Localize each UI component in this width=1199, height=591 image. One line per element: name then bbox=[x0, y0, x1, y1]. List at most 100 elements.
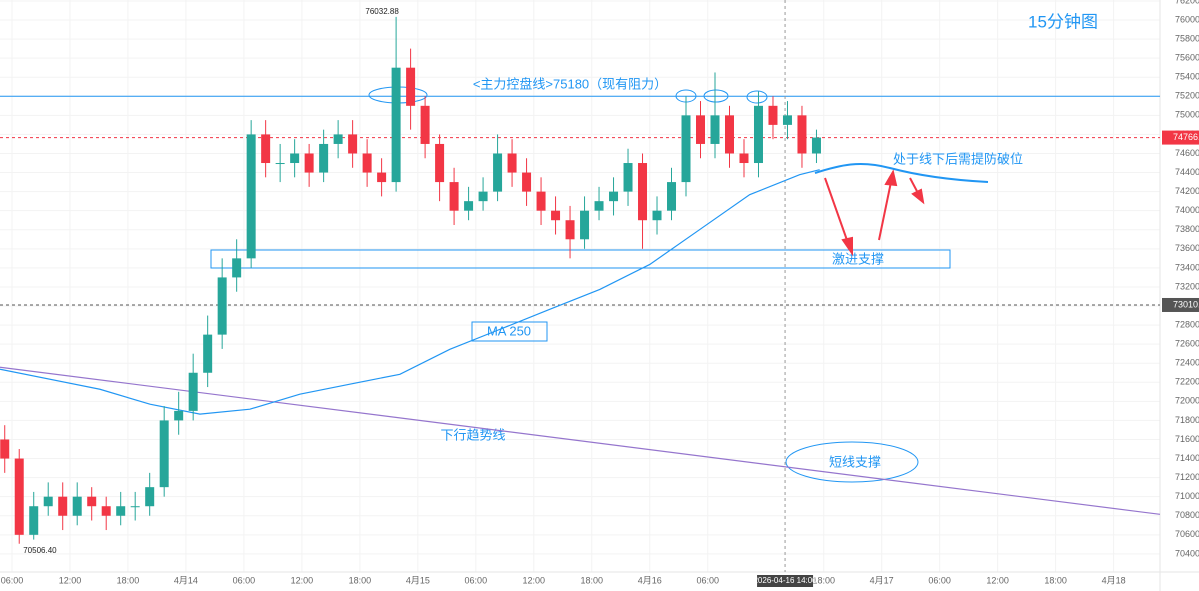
candle-body bbox=[449, 182, 459, 211]
y-tick-label: 72000.00 bbox=[1175, 396, 1199, 406]
trend-line bbox=[0, 366, 1161, 515]
annotation: 激进支撑 bbox=[832, 251, 884, 266]
candle-body bbox=[43, 496, 53, 507]
y-tick-label: 75200.00 bbox=[1175, 91, 1199, 101]
y-tick-label: 76000.00 bbox=[1175, 14, 1199, 24]
x-tick-label: 12:00 bbox=[986, 575, 1009, 585]
candle-body bbox=[638, 163, 648, 221]
candle-body bbox=[464, 201, 474, 211]
x-tick-label: 12:00 bbox=[523, 575, 546, 585]
y-tick-label: 70800.00 bbox=[1175, 510, 1199, 520]
resistance-label: <主力控盘线>75180（现有阻力） bbox=[473, 76, 667, 91]
y-tick-label: 70600.00 bbox=[1175, 529, 1199, 539]
x-tick-label: 12:00 bbox=[59, 575, 82, 585]
crosshair-tag bbox=[757, 575, 814, 587]
candle-body bbox=[565, 220, 575, 240]
candle-body bbox=[304, 153, 314, 173]
x-tick-label: 4月15 bbox=[406, 575, 430, 585]
y-tick-label: 72600.00 bbox=[1175, 339, 1199, 349]
candle-body bbox=[29, 506, 39, 535]
ma-label: MA 250 bbox=[487, 323, 531, 338]
candle-body bbox=[174, 410, 184, 421]
candle-body bbox=[101, 506, 111, 516]
y-tick-label: 73600.00 bbox=[1175, 243, 1199, 253]
candle-body bbox=[681, 115, 691, 183]
annotation: 短线支撑 bbox=[829, 454, 881, 469]
annotation: 处于线下后需提防破位 bbox=[893, 151, 1023, 166]
candle-body bbox=[362, 153, 372, 173]
high-label: 76032.88 bbox=[365, 7, 399, 16]
y-tick-label: 75600.00 bbox=[1175, 53, 1199, 63]
x-tick-label: 18:00 bbox=[349, 575, 372, 585]
chart-title: 15分钟图 bbox=[1028, 12, 1098, 31]
candle-body bbox=[188, 372, 198, 411]
crosshair-label: 2026-04-16 14:00 bbox=[753, 576, 817, 585]
ellipse bbox=[785, 441, 919, 483]
y-tick-label: 71200.00 bbox=[1175, 472, 1199, 482]
candle-body bbox=[333, 134, 343, 144]
arrows bbox=[824, 169, 925, 257]
x-tick-label: 18:00 bbox=[117, 575, 140, 585]
x-tick-label: 06:00 bbox=[696, 575, 719, 585]
x-tick-label: 06:00 bbox=[928, 575, 951, 585]
x-tick-label: 18:00 bbox=[1044, 575, 1067, 585]
candle-body bbox=[580, 210, 590, 240]
candle-body bbox=[232, 258, 242, 278]
candle-body bbox=[348, 134, 358, 154]
y-tick-label: 75800.00 bbox=[1175, 33, 1199, 43]
candle-body bbox=[116, 506, 126, 516]
candle-body bbox=[261, 134, 271, 164]
y-tick-label: 72200.00 bbox=[1175, 377, 1199, 387]
y-tick-label: 76200.00 bbox=[1175, 0, 1199, 5]
y-tick-label: 73400.00 bbox=[1175, 262, 1199, 272]
y-tick-label: 75000.00 bbox=[1175, 110, 1199, 120]
candle-body bbox=[420, 105, 430, 144]
price-tag bbox=[1162, 297, 1199, 312]
candle-body bbox=[797, 115, 807, 154]
candle-body bbox=[724, 115, 734, 154]
candle-body bbox=[753, 105, 763, 164]
x-tick-label: 18:00 bbox=[812, 575, 835, 585]
low-label: 70506.40 bbox=[23, 546, 57, 555]
price-tag-label: 73010.88 bbox=[1173, 299, 1199, 309]
y-tick-label: 74600.00 bbox=[1175, 148, 1199, 158]
candle-body bbox=[594, 201, 604, 211]
y-tick-label: 70400.00 bbox=[1175, 548, 1199, 558]
y-tick-label: 73200.00 bbox=[1175, 281, 1199, 291]
x-tick-label: 06:00 bbox=[1, 575, 24, 585]
candle-body bbox=[811, 137, 821, 154]
y-tick-label: 75400.00 bbox=[1175, 72, 1199, 82]
candle-body bbox=[507, 153, 517, 173]
candle-body bbox=[217, 277, 227, 335]
candle-body bbox=[652, 210, 662, 221]
y-tick-label: 74400.00 bbox=[1175, 167, 1199, 177]
candle-body bbox=[72, 496, 82, 516]
candle-body bbox=[275, 163, 285, 165]
price-tag-label: 74766.87 bbox=[1173, 132, 1199, 142]
candle-body bbox=[246, 134, 256, 259]
x-tick-label: 4月18 bbox=[1102, 575, 1126, 585]
candle-body bbox=[536, 191, 546, 211]
candle-body bbox=[87, 496, 97, 507]
candle-body bbox=[130, 506, 140, 508]
candle-body bbox=[739, 153, 749, 164]
y-tick-label: 71400.00 bbox=[1175, 453, 1199, 463]
y-tick-label: 73800.00 bbox=[1175, 224, 1199, 234]
candle-body bbox=[391, 67, 401, 183]
candle-body bbox=[58, 496, 68, 516]
y-tick-label: 71600.00 bbox=[1175, 434, 1199, 444]
y-tick-label: 72800.00 bbox=[1175, 319, 1199, 329]
price-tag bbox=[1162, 130, 1199, 145]
candle-body bbox=[319, 143, 329, 173]
x-tick-label: 06:00 bbox=[465, 575, 488, 585]
x-tick-label: 06:00 bbox=[233, 575, 256, 585]
candle-body bbox=[710, 115, 720, 144]
candle-body bbox=[493, 153, 503, 192]
candle-body bbox=[406, 67, 416, 106]
candle-body bbox=[696, 115, 706, 144]
y-tick-label: 72400.00 bbox=[1175, 358, 1199, 368]
y-tick-label: 71000.00 bbox=[1175, 491, 1199, 501]
x-tick-label: 4月17 bbox=[870, 575, 894, 585]
